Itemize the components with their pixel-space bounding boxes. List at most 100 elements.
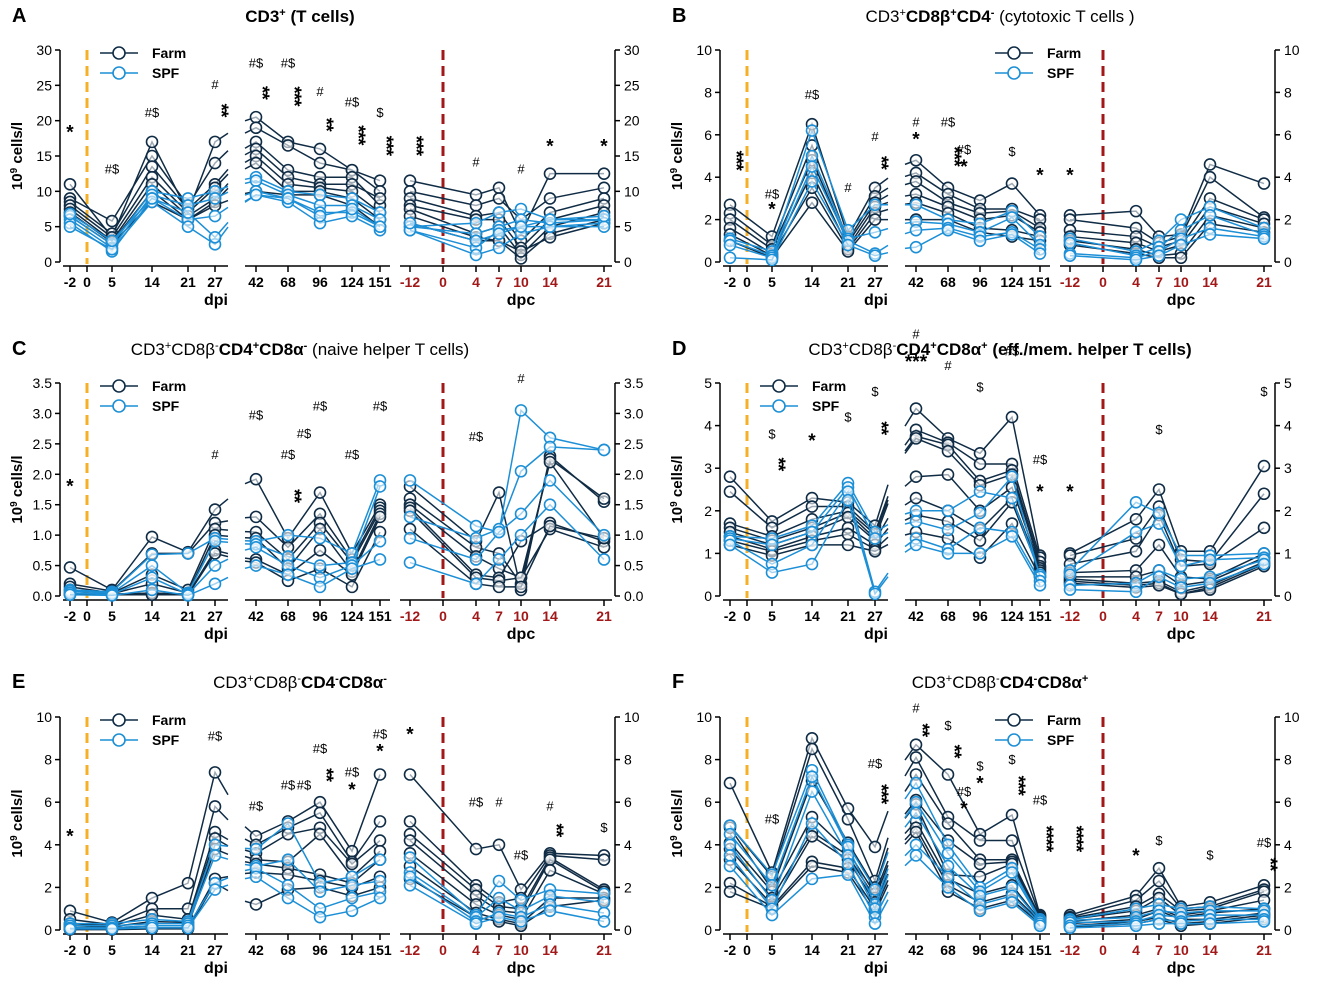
significance-mark: #$ [313,398,328,413]
x-tick-label-dpc: 10 [513,608,529,624]
legend-label: Farm [1047,712,1081,728]
y-tick-label-right: 5 [624,219,632,235]
panel-title: CD3+ (T cells) [245,7,354,26]
data-point [909,175,923,188]
significance-mark: #$ [805,87,820,102]
series-line [904,193,1041,233]
y-tick-label-left: 1.0 [33,527,53,543]
data-point [941,444,955,458]
data-point [841,857,855,871]
series-spf [63,817,611,930]
data-point [841,527,855,541]
data-point [841,868,855,881]
data-point [1174,917,1188,930]
data-point [1063,236,1077,250]
series-line [409,857,605,917]
x-tick-label-dpi: 42 [248,274,264,290]
significance-mark: **** [1035,826,1056,853]
data-point [469,519,483,533]
y-axis-label-part: 10 [669,841,686,858]
y-tick-label-left: 4 [704,837,712,853]
title-part: (eff./mem. helper T cells) [988,340,1192,359]
y-tick-label-right: 8 [1284,84,1292,100]
data-point [281,139,295,152]
data-point [145,160,159,173]
y-tick-label-right: 0 [624,254,632,270]
x-tick-label-dpi: 151 [368,942,392,958]
x-tick-label-dpi: 151 [1028,942,1052,958]
significance-mark: $ [944,718,952,733]
x-tick-label-dpi: 96 [972,608,988,624]
significance-mark: *** [347,125,368,146]
x-tick-label-dpi: 5 [768,608,776,624]
data-point [281,868,295,881]
data-point [63,220,77,233]
x-axis-label-dpc: dpc [1167,626,1196,643]
y-tick-label-left: 2 [704,212,712,228]
data-point [597,209,611,223]
legend-label: SPF [812,398,840,414]
title-part: CD3 [865,7,899,26]
data-point [208,192,222,205]
significance-mark: * [66,827,74,848]
y-tick-label-left: 2 [704,879,712,895]
data-point [208,577,222,591]
data-point [281,891,295,905]
significance-mark: #$ [281,777,296,792]
significance-mark: * [546,136,554,157]
y-tick-label-right: 3.0 [624,405,644,421]
x-tick-label-dpi: 5 [768,274,776,290]
legend-label: Farm [812,378,846,394]
data-point [805,175,819,188]
significance-mark: * [1036,482,1044,503]
data-point [469,199,483,212]
significance-mark: #$ [373,398,388,413]
x-tick-label-dpc: 4 [472,608,480,624]
series-spf [63,870,611,936]
series-line [1069,914,1264,924]
series-line [409,197,605,242]
data-point [723,827,737,841]
series-line [409,852,605,921]
significance-mark: #$ [105,162,120,177]
data-point [403,174,417,188]
title-part: (naive helper T cells) [307,340,469,359]
x-tick-label-dpi: 0 [743,942,751,958]
data-point [765,253,779,267]
data-point [208,156,222,170]
series-line [729,774,889,907]
x-tick-label-dpc: 0 [1099,942,1107,958]
data-point [249,559,263,572]
data-point [313,544,327,557]
data-point [281,568,295,582]
series-line [1069,223,1265,259]
title-part: - [1034,673,1038,685]
data-point [249,541,263,554]
x-tick-label-dpc: 21 [1256,608,1272,624]
data-point [492,580,506,594]
data-point [909,240,923,254]
significance-mark: *** [405,136,426,157]
data-point [181,589,195,602]
series-line [409,225,604,256]
significance-mark: * [600,136,608,157]
data-point [868,840,882,854]
data-point [1152,249,1166,262]
x-axis-label-dpi: dpi [864,292,888,309]
data-point [941,223,955,237]
significance-mark: ** [251,86,272,100]
data-point [492,838,506,852]
data-point [597,443,611,457]
x-tick-label-dpi: 42 [908,942,924,958]
data-point [805,731,819,745]
series-line [1069,522,1265,576]
data-point [345,857,359,871]
x-tick-label-dpi: 14 [144,274,160,290]
title-part: - [304,340,308,352]
series-spf [63,404,611,599]
x-tick-label-dpi: 124 [1000,274,1024,290]
x-tick-label-dpi: 68 [940,608,956,624]
series-line [1069,214,1265,257]
significance-mark: ** [315,768,336,782]
legend-marker [112,399,126,413]
